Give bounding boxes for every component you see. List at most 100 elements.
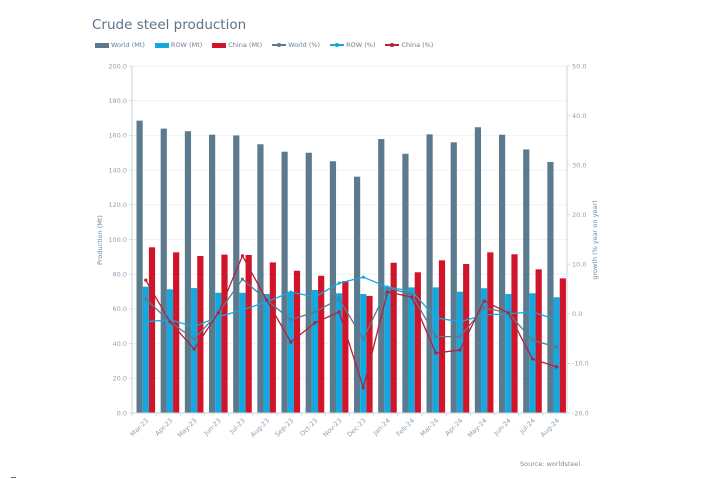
line-row-point — [458, 320, 462, 324]
bar-china-mt — [559, 278, 566, 413]
bar-world-mt — [547, 161, 554, 413]
bar-row-mt — [360, 293, 367, 413]
line-world-point — [410, 292, 414, 296]
y-tick-label: 100.0 — [108, 236, 127, 244]
bar-china-mt — [221, 254, 228, 413]
bar-world-mt — [233, 135, 240, 413]
line-china-point — [458, 348, 462, 352]
legend-item-world-mt[interactable]: World (Mt) — [95, 41, 145, 49]
line-row-point — [434, 316, 438, 320]
bar-row-mt — [215, 292, 222, 413]
line-china-point — [337, 310, 341, 314]
bar-china-mt — [487, 252, 494, 413]
bar-world-mt — [281, 151, 288, 414]
legend-item-china-pct[interactable]: China (%) — [385, 41, 433, 49]
line-china-point — [361, 386, 365, 390]
bar-row-mt — [432, 287, 439, 413]
line-china-point — [240, 254, 245, 258]
bar-row-mt — [239, 292, 246, 413]
x-tick-label: May-24 — [466, 417, 489, 440]
bar-row-mt — [384, 286, 391, 413]
bar-world-mt — [184, 131, 192, 413]
x-tick-label: Oct-23 — [298, 417, 319, 438]
line-row-point — [289, 290, 293, 294]
y-tick-label: 140.0 — [108, 166, 127, 174]
line-world-point — [458, 335, 462, 339]
line-world-point — [434, 335, 438, 339]
line-row-point — [216, 315, 220, 319]
legend-label: China (%) — [401, 41, 434, 49]
bar-china-mt — [245, 254, 252, 413]
line-row-point — [410, 289, 414, 293]
bar-row-mt — [481, 288, 488, 413]
y2-tick-label: 40.0 — [572, 112, 586, 120]
line-china-point — [313, 321, 317, 325]
x-tick-label: Jun-24 — [492, 417, 513, 438]
bar-world-mt — [378, 139, 385, 413]
line-row-point — [555, 318, 559, 322]
line-world-point — [482, 306, 486, 310]
bar-world-mt — [257, 144, 264, 413]
x-tick-label: Dec-23 — [346, 417, 368, 439]
bar-world-mt — [209, 134, 216, 413]
x-tick-label: Jan-24 — [371, 417, 392, 438]
bar-world-mt — [305, 152, 312, 413]
bar-row-mt — [263, 293, 270, 413]
lines — [144, 254, 559, 391]
bar-world-mt — [160, 128, 167, 414]
y-tick-label: 40.0 — [113, 340, 127, 348]
bar-china-mt — [535, 269, 542, 413]
bar-china-mt — [390, 262, 397, 413]
line-world — [145, 278, 557, 348]
y-tick-label: 60.0 — [113, 305, 127, 313]
bar-row-mt — [287, 291, 294, 413]
line-row-point — [530, 310, 535, 314]
legend-label: ROW (%) — [346, 41, 376, 49]
y2-tick-label: 10.0 — [572, 261, 586, 269]
bar-row-mt — [142, 286, 149, 413]
x-tick-label: Aug-24 — [539, 417, 561, 439]
legend-swatch-world-mt — [95, 42, 109, 48]
bar-china-mt — [148, 247, 156, 413]
x-tick-label: Aug-23 — [249, 417, 271, 439]
line-china-point — [434, 351, 438, 355]
bar-world-mt — [523, 149, 530, 414]
bar-world-mt — [474, 127, 482, 414]
x-tick-label: Sep-23 — [273, 417, 295, 439]
bar-china-mt — [366, 295, 373, 413]
bar-row-mt — [408, 287, 415, 413]
line-row-point — [482, 313, 486, 317]
line-china-point — [144, 278, 148, 282]
bar-china-mt — [318, 275, 325, 413]
bar-world-mt — [450, 142, 457, 413]
legend-item-row-pct[interactable]: ROW (%) — [330, 41, 375, 49]
legend-label: China (Mt) — [228, 41, 263, 49]
source-note: Source: worldsteel — [520, 460, 581, 468]
y-tick-label: 120.0 — [108, 201, 127, 209]
line-china-point — [289, 340, 293, 344]
legend-item-world-pct[interactable]: World (%) — [272, 41, 320, 49]
legend-item-china-mt[interactable]: China (Mt) — [212, 41, 262, 49]
legend-label: World (%) — [288, 41, 321, 49]
y-tick-label: 160.0 — [108, 132, 127, 140]
line-row-point — [385, 285, 390, 289]
bar-china-mt — [173, 252, 180, 413]
line-world-point — [240, 277, 245, 281]
bar-row-mt — [311, 289, 319, 413]
bar-row-mt — [505, 293, 512, 413]
bar-row-mt — [529, 293, 536, 413]
line-row-point — [192, 325, 196, 329]
bar-china-mt — [511, 254, 518, 413]
corner-mark — [11, 477, 16, 478]
x-tick-label: Feb-24 — [395, 417, 416, 438]
line-china-point — [555, 365, 559, 369]
line-china-point — [385, 290, 390, 294]
y2-tick-label: -20.0 — [572, 409, 589, 417]
bar-world-mt — [426, 134, 433, 413]
legend-item-row-mt[interactable]: ROW (Mt) — [154, 41, 202, 49]
y2-axis-label: growth (% year on year) — [591, 200, 599, 279]
line-world-point — [289, 318, 293, 322]
bar-row-mt — [456, 291, 464, 413]
bar-row-mt — [166, 289, 174, 413]
